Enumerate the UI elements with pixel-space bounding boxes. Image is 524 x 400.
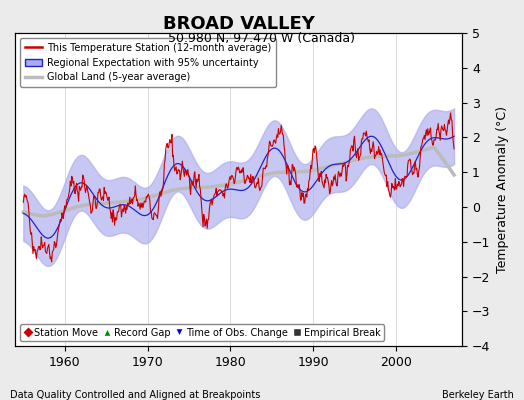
Y-axis label: Temperature Anomaly (°C): Temperature Anomaly (°C): [496, 106, 509, 273]
Text: Berkeley Earth: Berkeley Earth: [442, 390, 514, 400]
Text: 50.980 N, 97.470 W (Canada): 50.980 N, 97.470 W (Canada): [169, 32, 355, 45]
Legend: Station Move, Record Gap, Time of Obs. Change, Empirical Break: Station Move, Record Gap, Time of Obs. C…: [20, 324, 384, 342]
Text: Data Quality Controlled and Aligned at Breakpoints: Data Quality Controlled and Aligned at B…: [10, 390, 261, 400]
Title: BROAD VALLEY: BROAD VALLEY: [163, 15, 314, 33]
